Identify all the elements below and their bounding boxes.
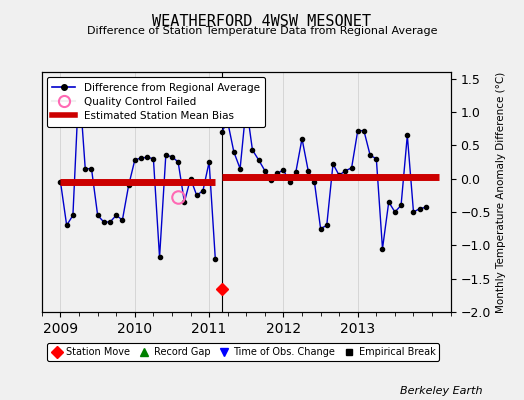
Legend: Station Move, Record Gap, Time of Obs. Change, Empirical Break: Station Move, Record Gap, Time of Obs. C…	[47, 343, 439, 361]
Text: Berkeley Earth: Berkeley Earth	[400, 386, 482, 396]
Y-axis label: Monthly Temperature Anomaly Difference (°C): Monthly Temperature Anomaly Difference (…	[496, 71, 506, 313]
Text: WEATHERFORD 4WSW MESONET: WEATHERFORD 4WSW MESONET	[152, 14, 372, 29]
Legend: Difference from Regional Average, Quality Control Failed, Estimated Station Mean: Difference from Regional Average, Qualit…	[47, 77, 265, 127]
Text: Difference of Station Temperature Data from Regional Average: Difference of Station Temperature Data f…	[87, 26, 437, 36]
